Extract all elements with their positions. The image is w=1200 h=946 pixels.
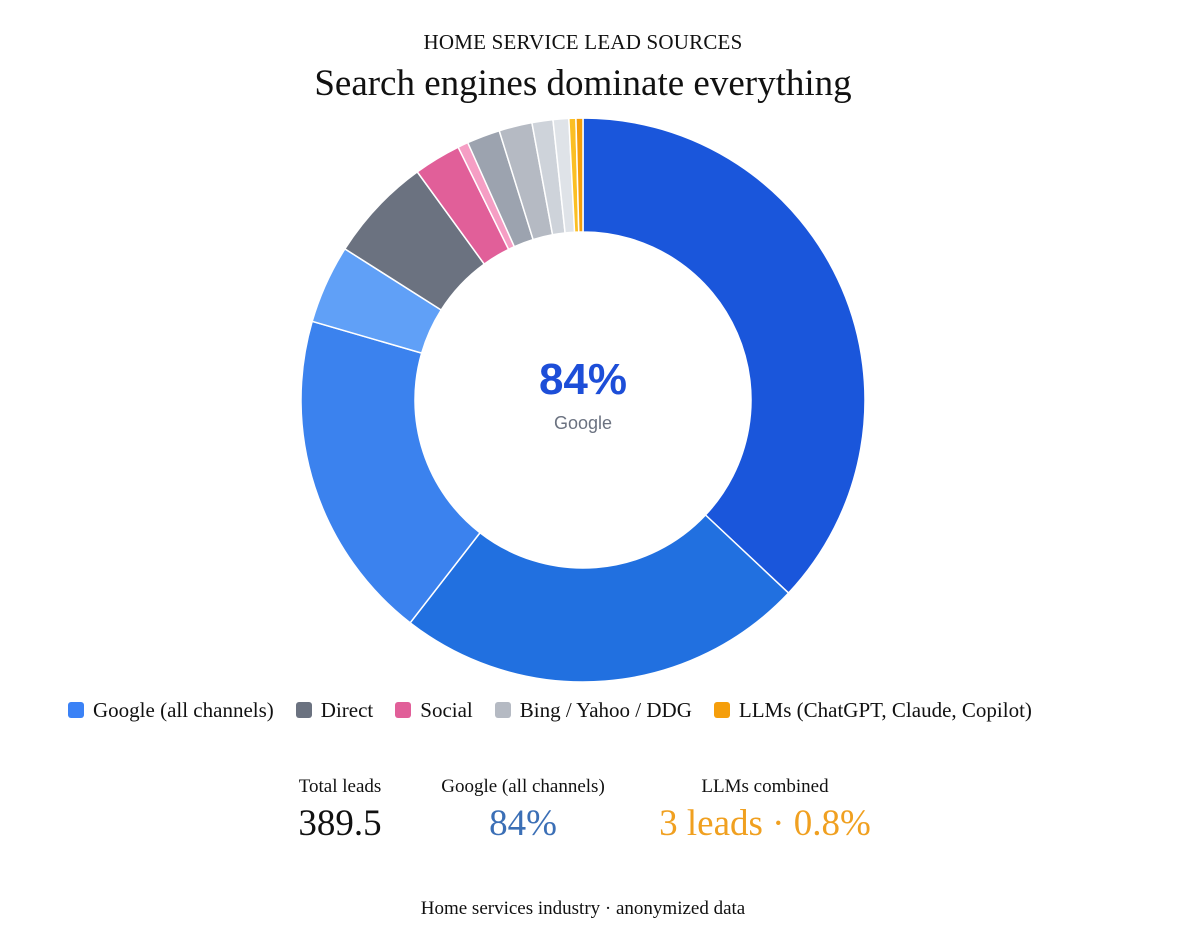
legend-item-social: Social xyxy=(395,698,473,723)
stat-label: Total leads xyxy=(298,776,382,797)
donut-slice xyxy=(409,513,790,683)
legend-label: Social xyxy=(420,697,473,722)
stat-value: 3 leads · 0.8% xyxy=(659,803,871,844)
donut-slice xyxy=(582,117,866,595)
donut-chart xyxy=(300,117,866,683)
donut-slice xyxy=(575,117,584,233)
legend-item-llms: LLMs (ChatGPT, Claude, Copilot) xyxy=(713,697,1032,723)
legend-swatch xyxy=(494,702,511,718)
legend-label: LLMs (ChatGPT, Claude, Copilot) xyxy=(738,697,1032,722)
center-value: 84% xyxy=(538,355,628,404)
chart-footer: Home services industry · anonymized data xyxy=(420,898,746,919)
stat-google-share: Google (all channels) 84% xyxy=(418,776,628,845)
stat-label: Google (all channels) xyxy=(441,776,605,797)
stat-value: 389.5 xyxy=(298,803,382,844)
stat-value: 84% xyxy=(489,803,557,844)
legend-label: Direct xyxy=(320,697,374,722)
chart-kicker: HOME SERVICE LEAD SOURCES xyxy=(423,30,743,54)
stat-label: LLMs combined xyxy=(701,776,829,797)
stat-total-leads: Total leads 389.5 xyxy=(260,776,420,845)
donut-slice xyxy=(300,320,482,624)
legend-item-bing: Bing / Yahoo / DDG xyxy=(494,697,692,723)
legend-swatch xyxy=(68,702,84,718)
center-label: Google xyxy=(553,413,613,433)
legend-item-google: Google (all channels) xyxy=(68,698,274,723)
chart-legend: Google (all channels) Direct Social Bing… xyxy=(68,697,1054,723)
legend-swatch xyxy=(295,702,312,718)
legend-label: Bing / Yahoo / DDG xyxy=(519,697,692,722)
chart-title: Search engines dominate everything xyxy=(314,63,852,104)
stat-llms-combined: LLMs combined 3 leads · 0.8% xyxy=(630,776,900,845)
legend-swatch xyxy=(395,702,412,718)
legend-label: Google (all channels) xyxy=(93,697,274,722)
legend-swatch xyxy=(713,702,730,718)
legend-item-direct: Direct xyxy=(295,697,374,723)
